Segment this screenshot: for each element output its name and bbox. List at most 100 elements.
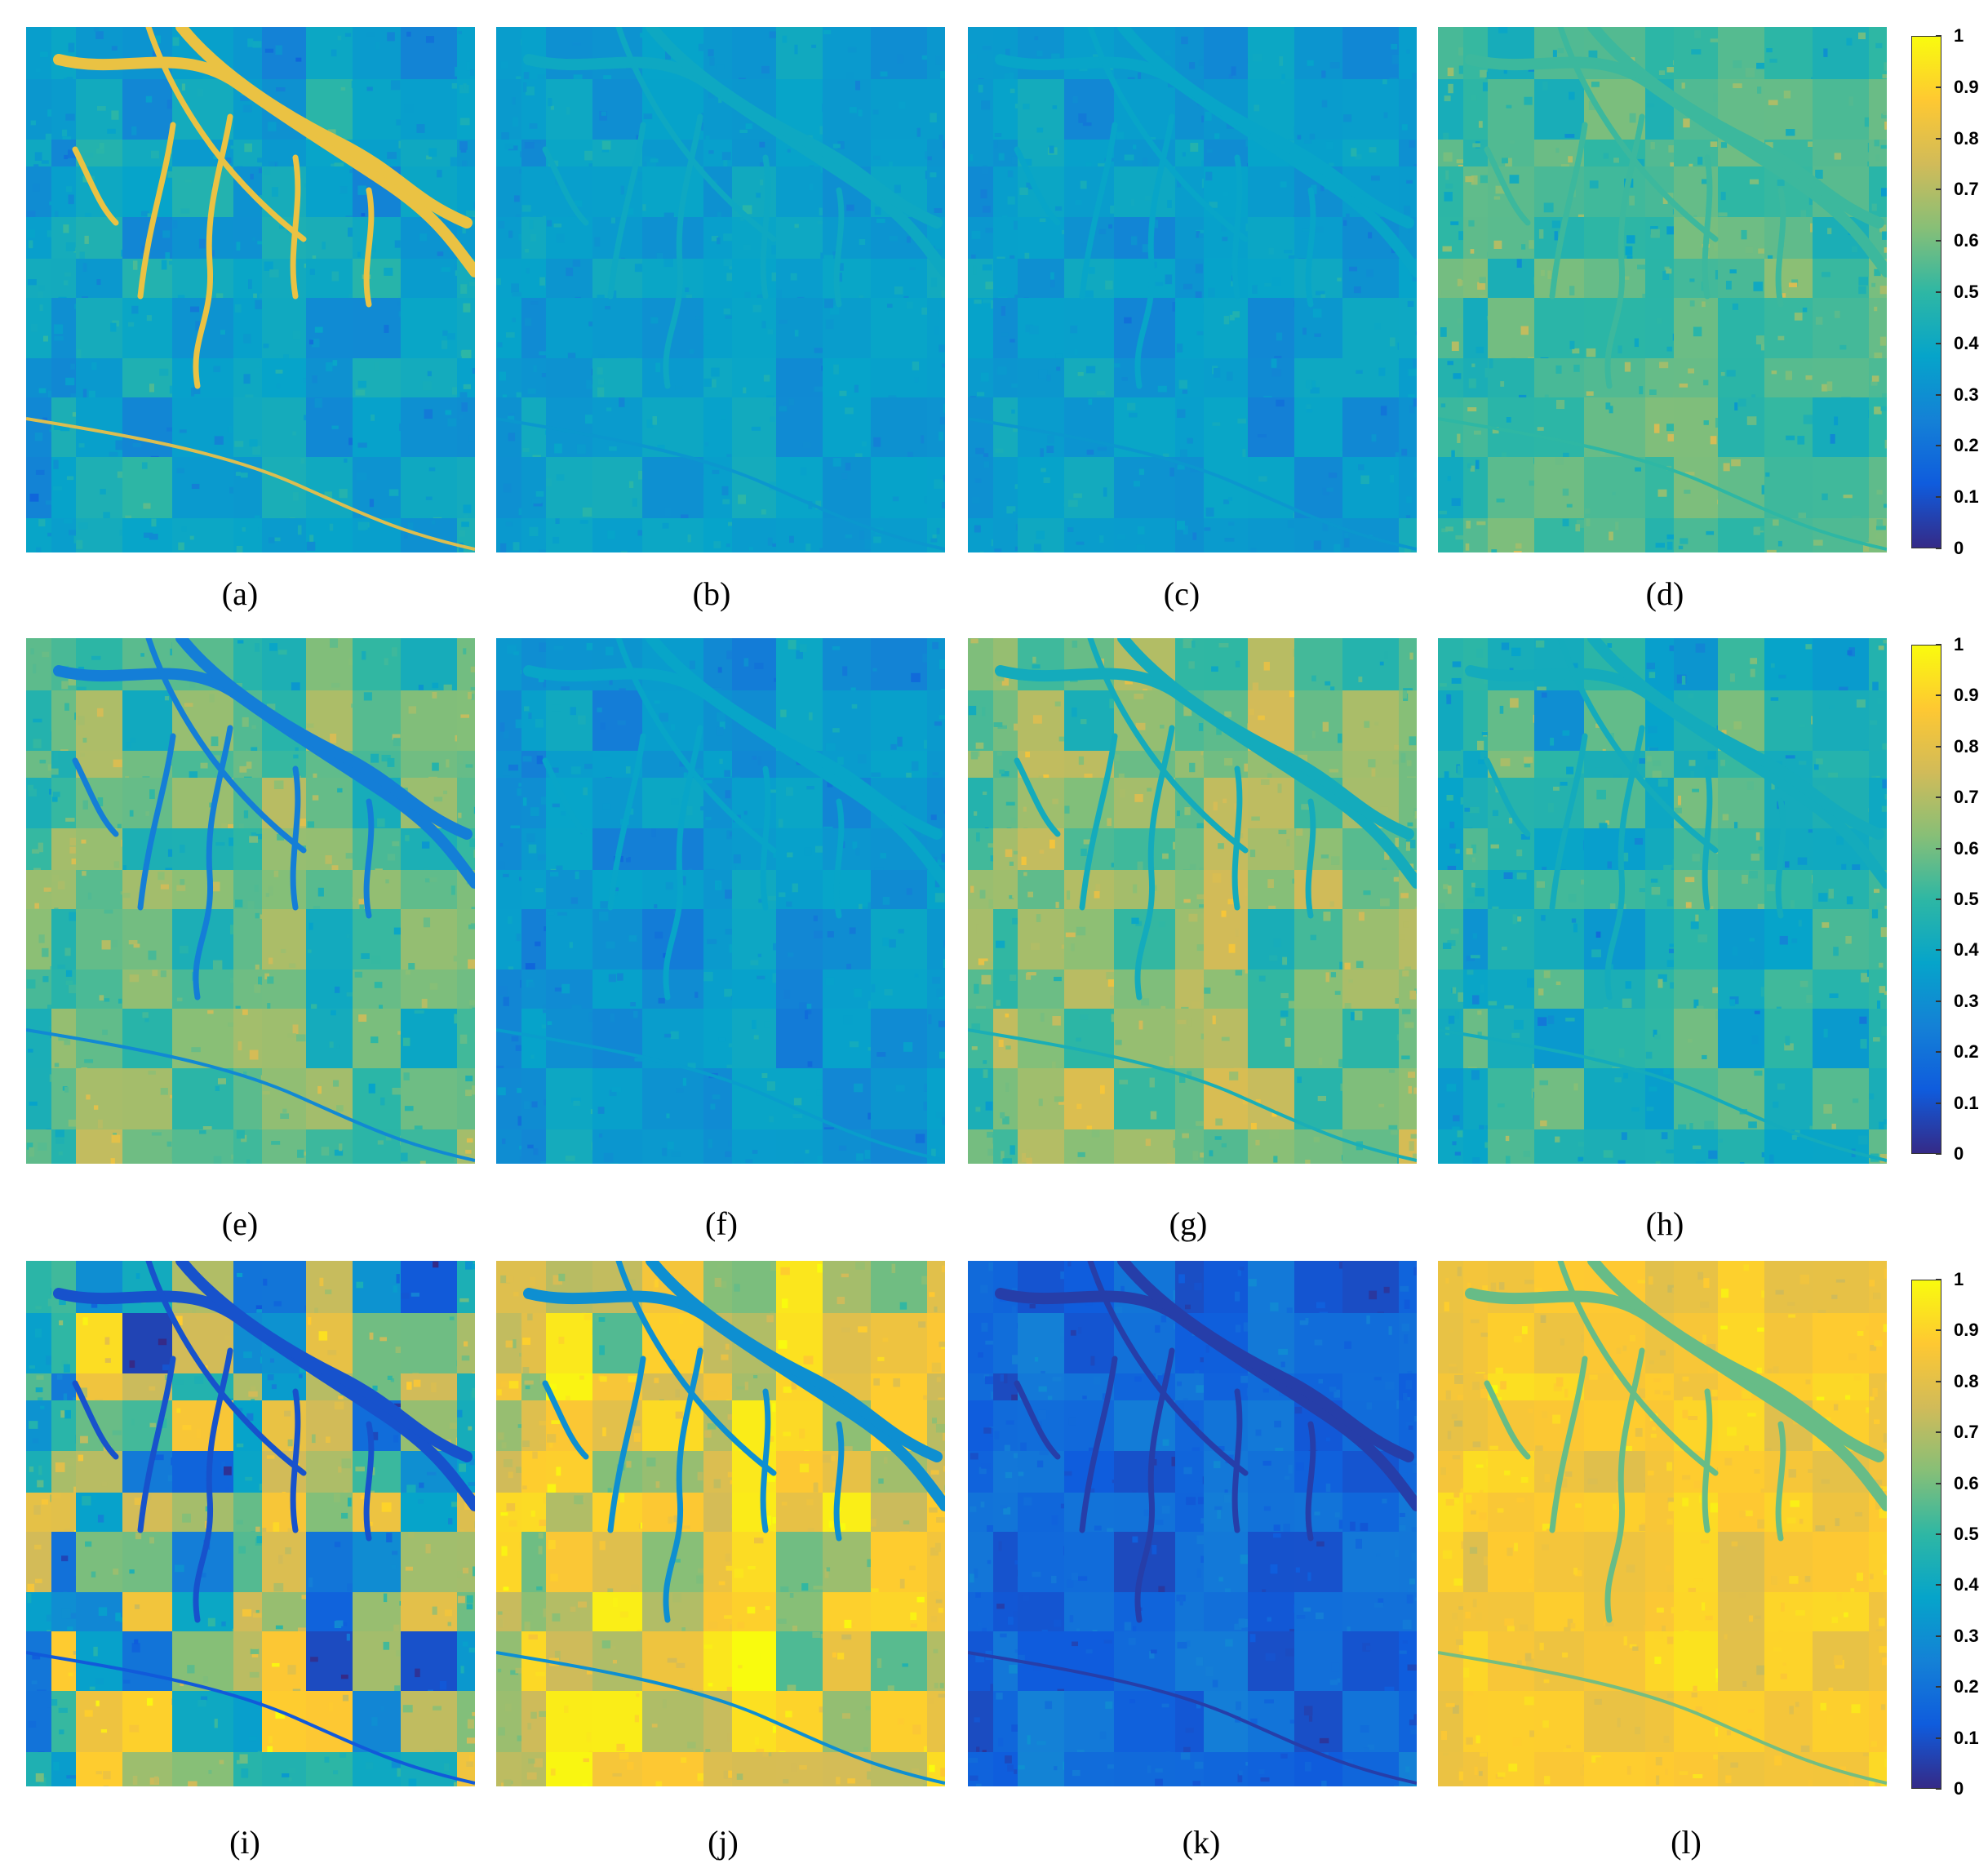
speckle xyxy=(1026,1157,1032,1164)
speckle xyxy=(1475,888,1484,897)
speckle xyxy=(1661,1132,1668,1139)
field-block xyxy=(496,79,521,140)
speckle xyxy=(366,32,375,37)
speckle xyxy=(64,947,71,956)
speckle xyxy=(1412,72,1417,82)
speckle xyxy=(1032,664,1041,669)
speckle xyxy=(1766,549,1777,552)
speckle xyxy=(498,1727,505,1736)
speckle xyxy=(243,334,251,344)
speckle xyxy=(601,1640,611,1648)
speckle xyxy=(854,1083,863,1093)
speckle xyxy=(117,471,127,478)
speckle xyxy=(1460,796,1465,805)
speckle xyxy=(939,344,945,353)
speckle xyxy=(597,387,605,397)
speckle xyxy=(935,1599,943,1604)
speckle xyxy=(255,1305,263,1311)
speckle xyxy=(237,1408,243,1412)
speckle xyxy=(111,939,118,948)
speckle xyxy=(634,1058,643,1062)
speckle xyxy=(772,1726,779,1733)
speckle xyxy=(662,522,669,529)
speckle xyxy=(176,997,183,1001)
field-block xyxy=(823,638,871,690)
speckle xyxy=(876,218,885,224)
speckle xyxy=(68,678,78,686)
speckle xyxy=(1501,642,1510,650)
speckle xyxy=(987,1131,994,1138)
speckle xyxy=(713,1479,721,1489)
speckle xyxy=(1834,310,1840,318)
speckle xyxy=(497,1611,503,1615)
speckle xyxy=(321,1147,330,1156)
field-block xyxy=(776,217,823,259)
speckle xyxy=(1228,497,1232,501)
speckle xyxy=(778,819,783,828)
field-block xyxy=(871,1532,927,1592)
speckle xyxy=(1870,380,1878,386)
speckle xyxy=(812,1631,821,1638)
speckle xyxy=(813,1483,819,1493)
speckle xyxy=(612,1659,618,1664)
river-channel xyxy=(1557,638,1719,854)
field-block xyxy=(927,140,945,166)
speckle xyxy=(214,436,224,445)
speckle xyxy=(1195,264,1203,273)
speckle xyxy=(643,113,653,120)
speckle xyxy=(1251,816,1260,821)
speckle xyxy=(1751,1035,1759,1045)
river-channel xyxy=(1702,765,1713,911)
speckle xyxy=(876,1052,886,1057)
speckle xyxy=(51,796,58,802)
speckle xyxy=(809,184,814,191)
speckle xyxy=(346,992,353,997)
speckle xyxy=(682,1525,690,1529)
speckle xyxy=(292,431,296,436)
speckle xyxy=(1466,848,1473,855)
speckle xyxy=(970,752,978,760)
speckle xyxy=(770,416,776,422)
speckle xyxy=(1637,158,1644,168)
field-block xyxy=(1064,1129,1114,1164)
speckle xyxy=(1885,201,1887,208)
field-block xyxy=(1204,27,1248,79)
field-block xyxy=(546,1261,592,1313)
speckle xyxy=(1322,487,1329,495)
speckle xyxy=(1562,730,1570,736)
speckle xyxy=(1363,890,1371,895)
speckle xyxy=(725,890,734,899)
speckle xyxy=(1120,1285,1125,1293)
field-block xyxy=(1764,298,1813,358)
field-block xyxy=(306,457,353,518)
speckle xyxy=(513,195,520,202)
panel-e xyxy=(26,638,475,1164)
speckle xyxy=(451,1502,459,1507)
speckle xyxy=(781,1298,788,1309)
field-block xyxy=(1813,690,1869,751)
speckle xyxy=(1466,521,1471,529)
speckle xyxy=(570,766,581,774)
field-block xyxy=(521,909,546,969)
speckle xyxy=(675,1389,680,1398)
speckle xyxy=(1690,770,1695,778)
speckle xyxy=(857,754,867,764)
speckle xyxy=(1674,807,1682,814)
field-block xyxy=(1463,457,1488,518)
speckle xyxy=(536,752,545,758)
speckle xyxy=(712,379,717,388)
field-block xyxy=(732,969,776,1009)
speckle xyxy=(630,1584,639,1594)
speckle xyxy=(287,1665,296,1675)
speckle xyxy=(582,507,592,517)
speckle xyxy=(532,1451,538,1459)
speckle xyxy=(1466,956,1475,961)
speckle xyxy=(1618,1048,1625,1058)
speckle xyxy=(264,973,269,980)
speckle xyxy=(68,194,74,205)
speckle xyxy=(740,217,744,221)
speckle xyxy=(405,835,410,841)
speckle xyxy=(1471,882,1475,888)
field-block xyxy=(1813,358,1869,397)
speckle xyxy=(1001,306,1006,316)
